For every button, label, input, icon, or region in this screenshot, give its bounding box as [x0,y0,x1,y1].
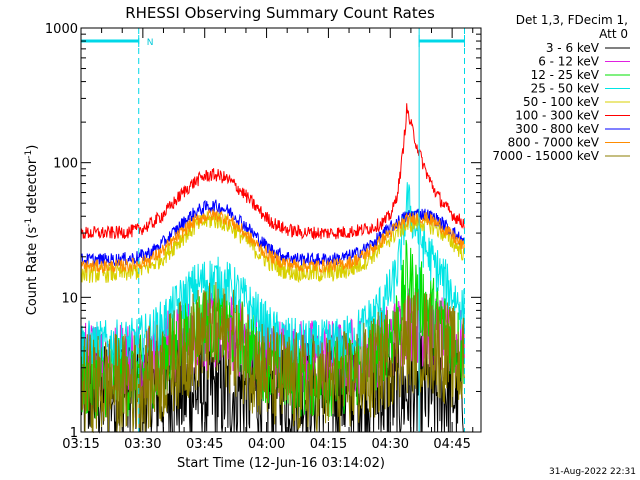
y-axis-label-sup: -1 [24,218,34,227]
legend-entry-label: 100 - 300 keV [515,109,599,123]
chart-title: RHESSI Observing Summary Count Rates [125,4,435,22]
y-axis: 1 10 100 1000 [45,22,481,441]
series-layer [80,103,465,434]
legend-entry-label: 25 - 50 keV [531,82,600,96]
legend-entry-label: 50 - 100 keV [523,95,600,109]
legend-entry-label: 6 - 12 keV [538,55,600,69]
legend-title-line-2: Att 0 [599,27,628,41]
legend-entry-label: 7000 - 15000 keV [492,149,599,163]
legend-entry-label: 12 - 25 keV [531,68,600,82]
series-line [80,182,465,368]
x-tick-label: 04:00 [248,437,285,452]
y-axis-label-part: Count Rate (s [25,227,40,316]
y-tick-label: 1 [70,426,78,441]
x-axis-label: Start Time (12-Jun-16 03:14:02) [177,456,385,471]
series-line [80,103,465,240]
legend-title-line-1: Det 1,3, FDecim 1, [516,13,628,27]
plot-frame [80,27,482,433]
annotation-flag: N [147,38,154,48]
legend-entry-label: 3 - 6 keV [546,41,600,55]
x-tick-label: 03:15 [62,437,99,452]
y-axis-label-part: detector [25,158,40,218]
x-axis: 03:15 03:30 03:45 04:00 04:15 04:30 04:45 [62,28,474,452]
series-line [80,208,465,275]
y-axis-label: Count Rate (s-1 detector-1) [24,145,40,316]
y-tick-label: 10 [61,291,78,306]
x-tick-label: 03:45 [186,437,223,452]
legend-entry-label: 300 - 800 keV [515,122,599,136]
x-tick-label: 04:15 [310,437,347,452]
y-axis-label-part: ) [25,145,40,150]
legend-entry-label: 800 - 7000 keV [508,136,600,150]
series-line [80,281,465,434]
x-tick-label: 04:30 [372,437,409,452]
x-tick-label: 04:45 [433,437,470,452]
x-tick-label: 03:30 [124,437,161,452]
y-tick-label: 1000 [45,22,78,37]
y-tick-label: 100 [53,157,78,172]
footer-date: 31-Aug-2022 22:31 [549,467,636,477]
y-axis-label-sup: -1 [24,150,34,159]
